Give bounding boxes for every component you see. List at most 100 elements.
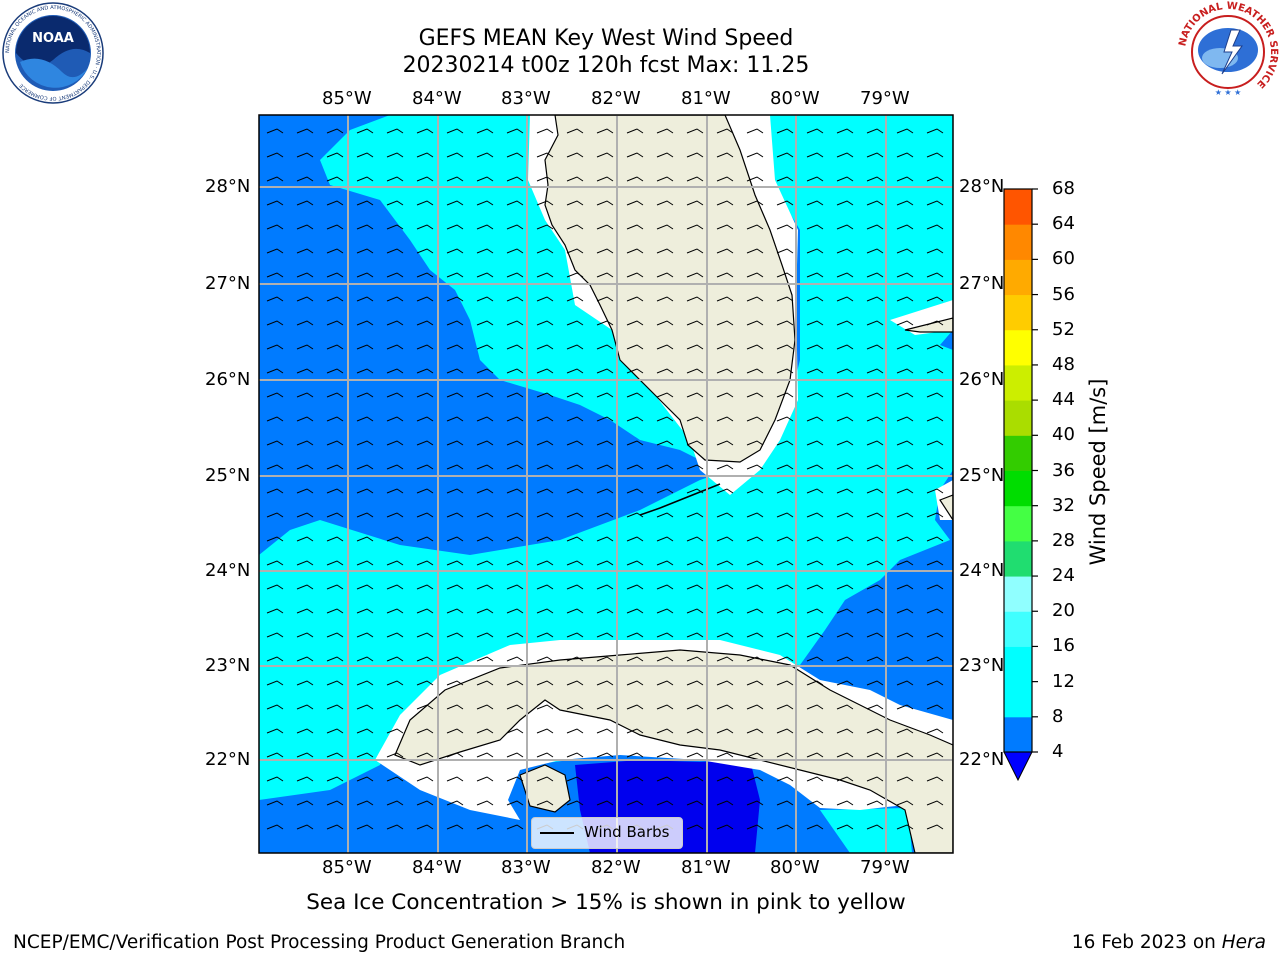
wind-barb <box>926 272 944 278</box>
wind-barb <box>506 272 524 278</box>
wind-barb <box>626 800 644 806</box>
colorbar-segment <box>1004 224 1032 260</box>
wind-barb <box>356 680 374 686</box>
wind-barb <box>296 320 314 326</box>
wind-barb <box>626 176 644 182</box>
wind-barb <box>746 536 764 542</box>
wind-barb <box>656 344 674 350</box>
wind-barb <box>536 752 554 758</box>
wind-barb <box>686 416 704 422</box>
wind-barb <box>926 152 944 158</box>
wind-barb <box>326 128 344 134</box>
wind-barb <box>506 368 524 374</box>
wind-barb <box>776 344 794 350</box>
wind-barb <box>296 200 314 206</box>
wind-barb <box>566 704 584 710</box>
wind-barb <box>356 248 374 254</box>
wind-barb <box>686 272 704 278</box>
map-legend: Wind Barbs <box>531 817 683 849</box>
wind-barb <box>626 656 644 662</box>
wind-barb <box>746 416 764 422</box>
wind-barb <box>506 512 524 518</box>
wind-barb <box>746 776 764 782</box>
wind-barb <box>476 752 494 758</box>
wind-barb <box>866 560 884 566</box>
wind-barb <box>266 152 284 158</box>
lat-label-left: 27°N <box>205 273 251 294</box>
wind-barb <box>356 224 374 230</box>
wind-barb <box>626 488 644 494</box>
wind-barb <box>536 680 554 686</box>
wind-barb <box>836 512 854 518</box>
wind-barb <box>806 536 824 542</box>
wind-barb <box>926 440 944 446</box>
wind-barb <box>266 608 284 614</box>
wind-barb <box>716 728 734 734</box>
nws-logo: NATIONAL WEATHER SERVICE ★ ★ ★ <box>1177 1 1279 102</box>
wind-barb <box>746 656 764 662</box>
field-8-12-south <box>820 808 912 853</box>
wind-barb <box>866 704 884 710</box>
wind-barb <box>776 776 794 782</box>
wind-barb <box>386 464 404 470</box>
wind-barb <box>806 176 824 182</box>
wind-barb <box>416 200 434 206</box>
wind-barb <box>746 464 764 470</box>
wind-barb <box>326 704 344 710</box>
wind-barb <box>776 704 794 710</box>
wind-barb <box>626 536 644 542</box>
wind-barb <box>836 536 854 542</box>
colorbar-tick-label: 20 <box>1052 600 1075 622</box>
wind-barb <box>926 512 944 518</box>
wind-barb <box>866 488 884 494</box>
wind-barb <box>566 416 584 422</box>
wind-barb <box>416 512 434 518</box>
cuba-land <box>394 649 953 853</box>
colorbar-tick-label: 12 <box>1052 670 1075 692</box>
wind-barb <box>446 824 464 830</box>
colorbar-tick-label: 60 <box>1052 248 1075 270</box>
wind-barb <box>506 728 524 734</box>
wind-barb <box>266 728 284 734</box>
wind-barb <box>266 632 284 638</box>
wind-barb <box>746 128 764 134</box>
wind-barb <box>716 680 734 686</box>
wind-barb <box>446 752 464 758</box>
wind-barb <box>386 176 404 182</box>
lon-label-bottom: 84°W <box>412 857 462 878</box>
wind-barb <box>416 176 434 182</box>
wind-barb <box>806 824 824 830</box>
wind-barb <box>626 368 644 374</box>
wind-barb <box>626 608 644 614</box>
wind-barb <box>296 296 314 302</box>
wind-barb <box>746 800 764 806</box>
wind-barb <box>866 416 884 422</box>
wind-barb <box>506 152 524 158</box>
wind-barb <box>806 416 824 422</box>
wind-barb <box>866 680 884 686</box>
wind-barb <box>416 632 434 638</box>
wind-barb <box>566 728 584 734</box>
wind-barb <box>836 608 854 614</box>
lat-label-right: 22°N <box>959 749 1005 770</box>
colorbar-segment <box>1004 681 1032 718</box>
wind-barb <box>806 344 824 350</box>
wind-barb <box>506 536 524 542</box>
wind-barb <box>416 728 434 734</box>
wind-barb <box>746 512 764 518</box>
wind-barb <box>386 824 404 830</box>
wind-barb <box>506 344 524 350</box>
wind-barb <box>806 752 824 758</box>
wind-barb <box>266 512 284 518</box>
wind-barb <box>836 776 854 782</box>
wind-barb <box>836 440 854 446</box>
wind-barb <box>686 800 704 806</box>
wind-barb <box>296 608 314 614</box>
wind-barb <box>266 176 284 182</box>
field-8-12-north <box>320 115 700 460</box>
wind-barb <box>446 440 464 446</box>
wind-barb <box>596 200 614 206</box>
wind-barb <box>746 152 764 158</box>
wind-barb <box>536 392 554 398</box>
wind-barb <box>476 536 494 542</box>
